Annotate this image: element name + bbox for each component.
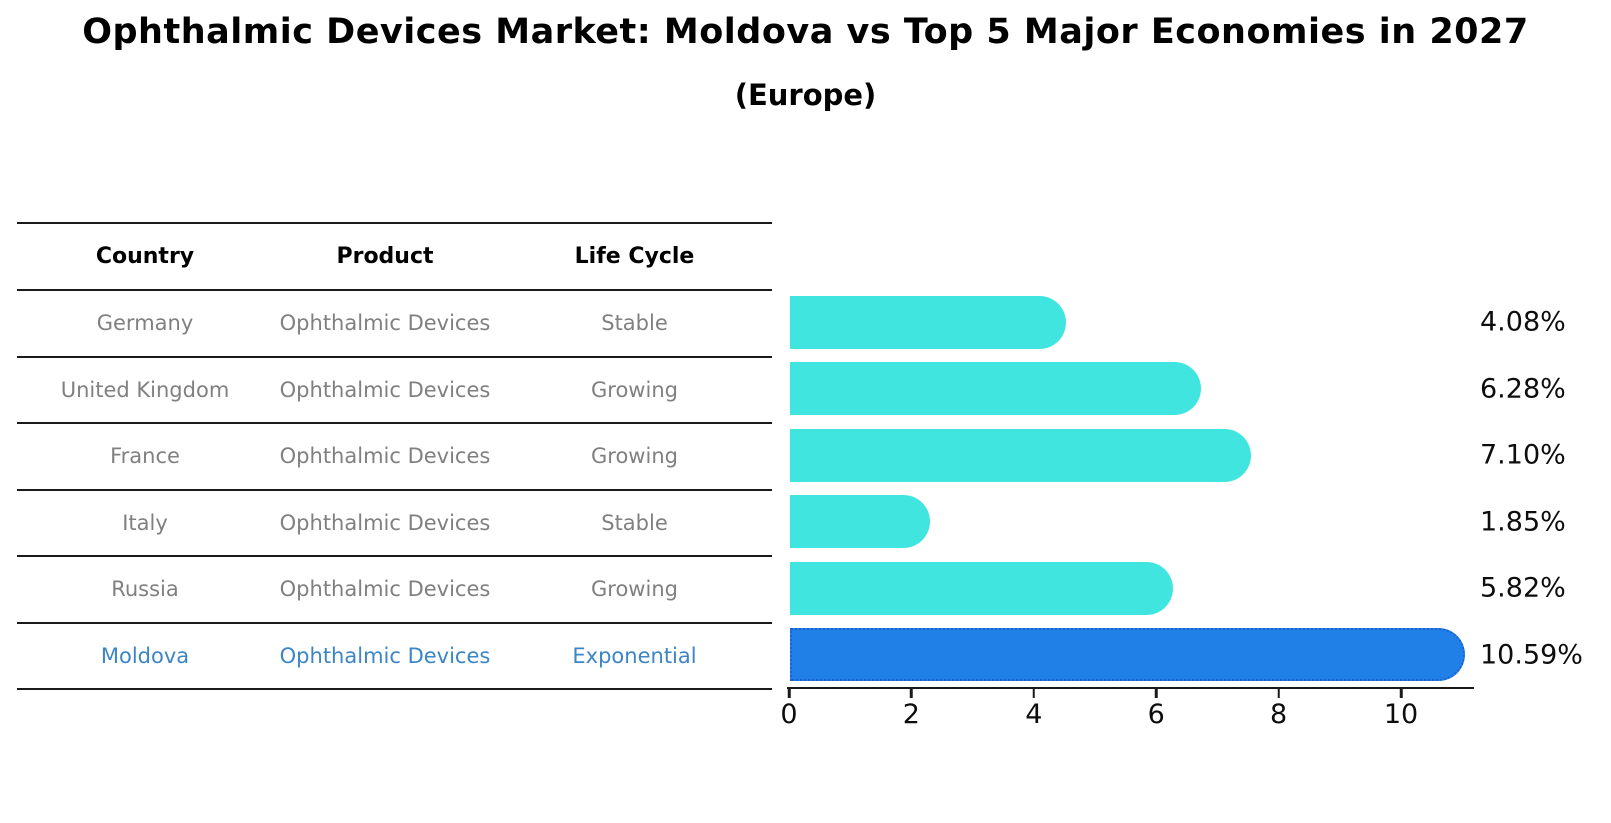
bar-italy <box>790 495 930 549</box>
comparison-table: Country Product Life Cycle Germany Ophth… <box>17 222 772 690</box>
x-axis-tick <box>1399 688 1403 698</box>
column-header-life-cycle: Life Cycle <box>574 244 695 269</box>
cell-product: Ophthalmic Devices <box>279 377 491 402</box>
bar-germany <box>790 295 1067 349</box>
table-header-row: Country Product Life Cycle <box>17 224 772 291</box>
cell-country: Italy <box>122 510 168 535</box>
cell-product: Ophthalmic Devices <box>279 311 491 336</box>
value-label: 10.59% <box>1480 639 1583 671</box>
cell-product: Ophthalmic Devices <box>279 643 491 668</box>
cell-life-cycle: Exponential <box>572 643 697 668</box>
table-row-united-kingdom: United Kingdom Ophthalmic Devices Growin… <box>17 358 772 424</box>
cell-country: Germany <box>96 311 194 336</box>
cell-product: Ophthalmic Devices <box>279 444 491 469</box>
x-axis-tick <box>787 688 791 698</box>
table-row-moldova: Moldova Ophthalmic Devices Exponential <box>17 624 772 690</box>
value-label: 1.85% <box>1480 506 1566 538</box>
cell-life-cycle: Stable <box>601 510 668 535</box>
cell-life-cycle: Growing <box>591 377 678 402</box>
cell-life-cycle: Growing <box>591 444 678 469</box>
bar-france <box>790 428 1252 482</box>
chart-title: Ophthalmic Devices Market: Moldova vs To… <box>82 12 1529 52</box>
value-label: 7.10% <box>1480 439 1566 471</box>
x-axis-tick <box>1277 688 1280 698</box>
value-label: 6.28% <box>1480 373 1566 405</box>
bar-united-kingdom <box>790 362 1201 416</box>
value-label: 4.08% <box>1480 306 1566 338</box>
column-header-country: Country <box>95 244 195 269</box>
x-axis-tick-label: 2 <box>902 699 920 730</box>
x-axis-tick-label: 0 <box>780 699 798 730</box>
x-axis-tick-label: 6 <box>1147 699 1165 730</box>
x-axis-tick-label: 8 <box>1270 699 1288 730</box>
table-row-russia: Russia Ophthalmic Devices Growing <box>17 557 772 624</box>
x-axis-tick <box>1032 688 1036 698</box>
x-axis-tick <box>1154 688 1158 698</box>
cell-country: United Kingdom <box>60 377 230 402</box>
table-row-france: France Ophthalmic Devices Growing <box>17 424 772 491</box>
value-label: 5.82% <box>1480 572 1566 604</box>
bar-russia <box>790 561 1173 615</box>
cell-country: Moldova <box>100 643 190 668</box>
x-axis-tick <box>910 688 913 698</box>
table-row-germany: Germany Ophthalmic Devices Stable <box>17 291 772 358</box>
cell-country: Russia <box>111 577 179 602</box>
cell-life-cycle: Growing <box>591 577 678 602</box>
chart-subtitle: (Europe) <box>734 78 877 112</box>
x-axis-tick-label: 10 <box>1383 699 1419 730</box>
cell-life-cycle: Stable <box>601 311 668 336</box>
cell-product: Ophthalmic Devices <box>279 577 491 602</box>
cell-country: France <box>110 444 180 469</box>
x-axis-line <box>787 686 1474 689</box>
column-header-product: Product <box>336 244 434 269</box>
x-axis-tick-label: 4 <box>1025 699 1043 730</box>
table-row-italy: Italy Ophthalmic Devices Stable <box>17 491 772 557</box>
bar-moldova-highlighted <box>790 628 1465 682</box>
cell-product: Ophthalmic Devices <box>279 510 491 535</box>
